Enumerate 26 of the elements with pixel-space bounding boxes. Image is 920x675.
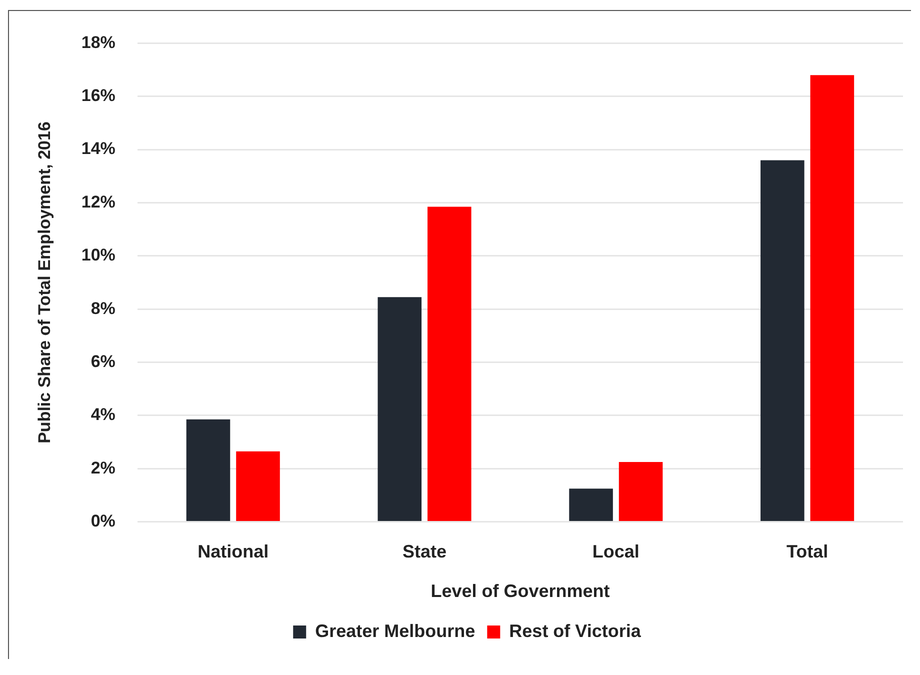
y-tick-label: 12% [81,192,116,212]
legend-label: Rest of Victoria [509,620,642,641]
bar [810,75,854,522]
y-axis-title: Public Share of Total Employment, 2016 [34,122,54,444]
x-tick-label: Local [592,542,640,562]
x-tick-label: National [198,542,269,562]
bar [186,419,230,522]
y-tick-label: 4% [90,405,116,424]
y-tick-label: 6% [90,352,116,371]
x-tick-label: Total [786,542,828,562]
y-tick-label: 18% [81,32,116,52]
x-tick-label: State [402,542,447,562]
y-tick-label: 8% [90,298,116,318]
bar [428,206,472,522]
bar [618,462,663,522]
bar [236,451,280,522]
y-tick-label: 10% [81,246,116,265]
y-tick-label: 14% [81,139,116,158]
y-tick-label: 0% [90,511,116,530]
legend-label: Greater Melbourne [315,620,476,641]
bar [378,297,422,522]
x-axis-title: Level of Government [430,581,610,602]
bar [760,160,804,522]
y-tick-label: 2% [90,458,116,478]
y-tick-label: 16% [81,86,116,106]
bar [569,488,613,522]
